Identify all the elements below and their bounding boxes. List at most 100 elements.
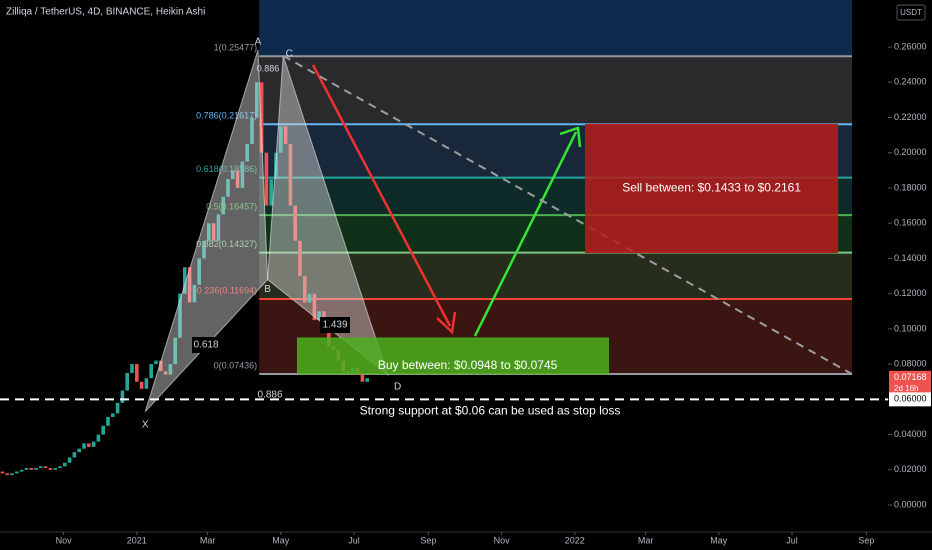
candle-body [240,161,245,188]
last-price-label: 0.07168 [894,372,927,382]
candle-body [111,413,115,417]
candle-body [365,378,369,382]
ratio-box [320,317,350,333]
candle-body [259,82,264,153]
candle-body [101,425,105,435]
candle-body [173,337,177,365]
candle-body [317,311,321,321]
y-tick-label: 0.14000 [894,253,927,263]
last-price-box [889,370,931,396]
x-tick-label: 2022 [565,535,585,545]
buy-zone-text: Buy between: $0.0948 to $0.0745 [378,358,558,372]
candle-body [53,468,57,470]
candle-body [29,468,33,470]
candle-body [67,457,72,463]
y-tick-label: 0.22000 [894,112,927,122]
candle-body [125,372,129,391]
candle-body [231,170,235,180]
currency: USDT [900,8,922,17]
candle-body [72,452,77,458]
x-tick-label: Mar [200,535,216,545]
pattern-leg [144,49,269,413]
pattern-point-label: X [142,419,149,430]
candle-body [163,371,168,375]
candle-body [269,179,273,206]
x-tick-label: Nov [494,535,511,545]
candle-body [77,448,81,453]
candle-body [283,126,288,144]
candle-body [178,293,182,338]
x-tick-label: Nov [56,535,73,545]
down-arrow-head [436,311,457,335]
ratio-box [192,337,220,353]
candle-body [106,416,110,426]
up-arrow-head [559,126,582,148]
candle-body [154,360,158,365]
projection-line [282,54,853,375]
candle-body [15,471,19,474]
pattern-point-label: B [264,284,271,295]
sell-zone [585,123,839,254]
candle-body [58,466,62,469]
ratio-label: 0.886 [257,63,280,73]
candle-body [221,196,225,215]
candle-body [159,360,163,372]
down-arrow [311,64,452,327]
candle-body [312,293,317,321]
y-tick-label: 0.00000 [894,499,927,509]
candle-body [82,443,86,449]
candle-body [211,223,216,241]
candle-body [120,390,125,403]
candle-body [192,284,197,303]
y-tick-label: 0.04000 [894,429,927,439]
candle-body [39,466,43,469]
ratio-label: 0.618 [193,340,218,351]
candle-body [34,468,38,470]
x-tick-label: Sep [420,535,436,545]
candle-body [10,473,14,476]
sell-zone-text: Sell between: $0.1433 to $0.2161 [622,181,801,195]
candle-body [144,378,149,389]
support-price-box [889,392,931,407]
y-tick-label: 0.12000 [894,288,927,298]
price-axis [888,0,932,532]
y-tick-label: 0.16000 [894,218,927,228]
candle-body [187,267,192,303]
x-tick-label: Mar [638,535,654,545]
candle-body [91,441,96,447]
x-tick-label: Sep [858,535,874,545]
currency-box [896,4,926,21]
candle-body [298,240,302,277]
candle-body [135,364,139,382]
candle-body [48,468,53,470]
fib-label: 0.786(0.21617) [196,111,257,121]
candle-body [202,240,206,259]
candle-body [19,469,24,472]
fib-label: 0.5(0.16457) [206,202,257,212]
candle-body [245,143,249,162]
candle-body [96,434,101,442]
candle-body [139,381,144,389]
candle-body [63,462,67,467]
candle-body [183,267,187,294]
fib-label: 0.236(0.11694) [197,285,257,295]
y-tick-label: 0.10000 [894,323,927,333]
y-tick-label: 0.20000 [894,147,927,157]
fib-zone [259,0,852,57]
y-tick-label: 0.02000 [894,464,927,474]
countdown: 2d 16h [894,384,918,393]
y-tick-label: 0.24000 [894,77,927,87]
fib-label: 0.618(0.18586) [196,164,257,174]
candle-body [307,293,312,303]
candle-body [293,205,297,241]
candle-body [87,443,91,447]
x-tick-label: May [272,535,290,545]
candle-body [279,126,283,153]
candle-body [43,466,48,469]
fib-zone [259,252,852,300]
candle-body [264,152,269,206]
chart-title: Zilliqa / TetherUS, 4D, BINANCE, Heikin … [6,7,205,18]
x-tick-label: 2021 [127,535,147,545]
axes: 0.00000 0.02000 0.04000 0.06000 0.08000 0.100… [0,41,932,545]
fib-label: 0.382(0.14327) [196,239,257,249]
